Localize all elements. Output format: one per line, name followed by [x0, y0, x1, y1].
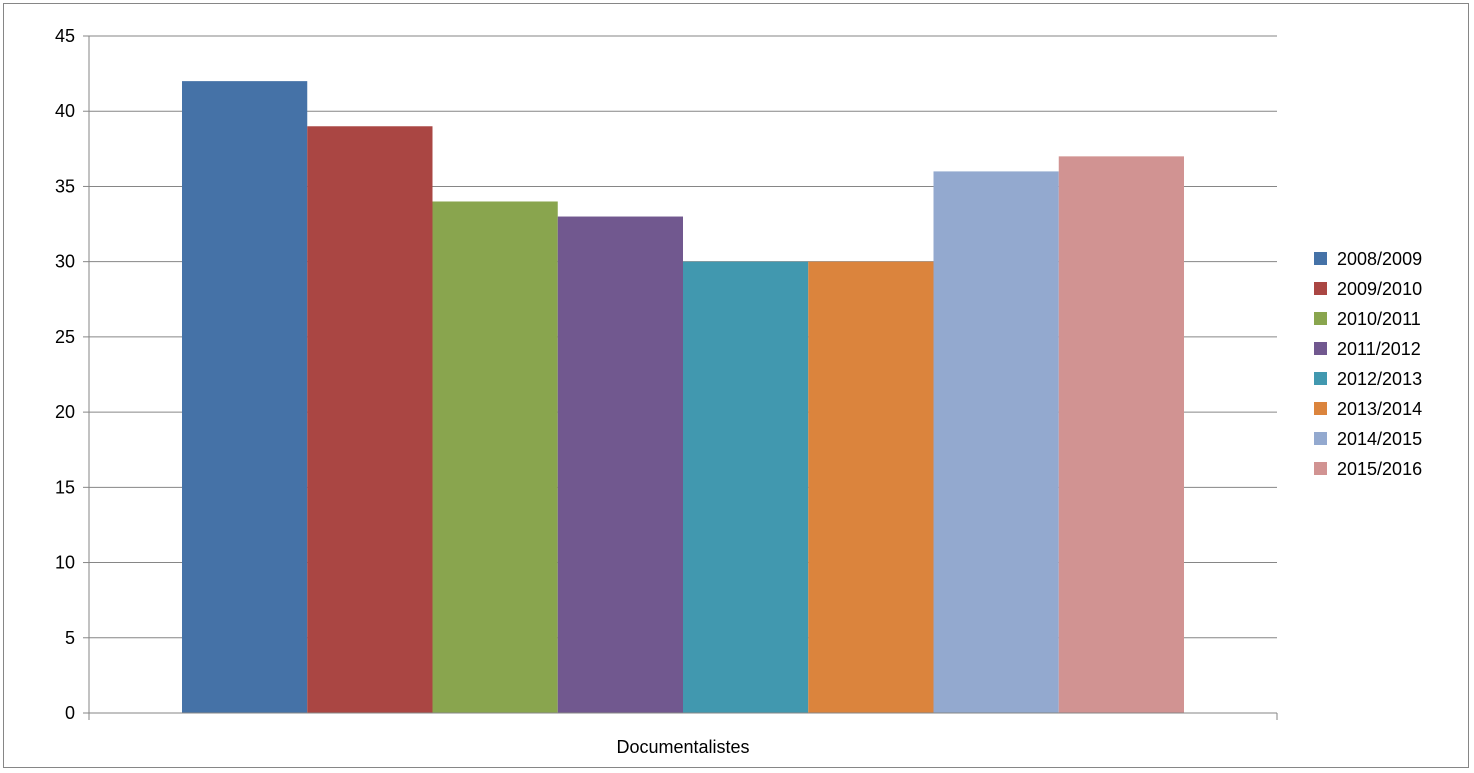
bars: [182, 81, 1184, 714]
legend-label: 2012/2013: [1337, 369, 1422, 389]
legend-swatch: [1314, 372, 1327, 385]
x-axis-tick-labels: Documentalistes: [616, 737, 749, 757]
y-tick-label: 30: [55, 252, 75, 272]
bar: [182, 81, 308, 714]
bar: [307, 126, 433, 714]
bar: [432, 201, 558, 713]
y-tick-label: 5: [65, 628, 75, 648]
legend-label: 2009/2010: [1337, 279, 1422, 299]
x-tick-label: Documentalistes: [616, 737, 749, 757]
bar: [1058, 156, 1184, 713]
bar: [683, 261, 809, 713]
legend-label: 2015/2016: [1337, 459, 1422, 479]
y-tick-label: 0: [65, 703, 75, 723]
y-tick-label: 35: [55, 176, 75, 196]
legend-label: 2011/2012: [1337, 339, 1421, 359]
legend-swatch: [1314, 252, 1327, 265]
y-tick-label: 40: [55, 101, 75, 121]
legend-swatch: [1314, 402, 1327, 415]
y-tick-label: 45: [55, 26, 75, 46]
legend-swatch: [1314, 462, 1327, 475]
legend-swatch: [1314, 312, 1327, 325]
bar: [557, 216, 683, 714]
axes: [88, 36, 1278, 720]
legend-swatch: [1314, 342, 1327, 355]
y-axis-tick-labels: 0 5 10 15 20 25 30 35 40 45: [55, 26, 75, 723]
legend-label: 2010/2011: [1337, 309, 1421, 329]
bar: [933, 171, 1059, 713]
y-tick-label: 15: [55, 477, 75, 497]
y-tick-label: 10: [55, 553, 75, 573]
legend-label: 2008/2009: [1337, 249, 1422, 269]
bar: [808, 261, 934, 713]
legend-label: 2014/2015: [1337, 429, 1422, 449]
y-tick-label: 20: [55, 402, 75, 422]
legend-swatch: [1314, 432, 1327, 445]
legend-swatch: [1314, 282, 1327, 295]
legend: 2008/2009 2009/2010 2010/2011 2011/2012 2012…: [1314, 249, 1422, 479]
y-tick-label: 25: [55, 327, 75, 347]
legend-label: 2013/2014: [1337, 399, 1422, 419]
